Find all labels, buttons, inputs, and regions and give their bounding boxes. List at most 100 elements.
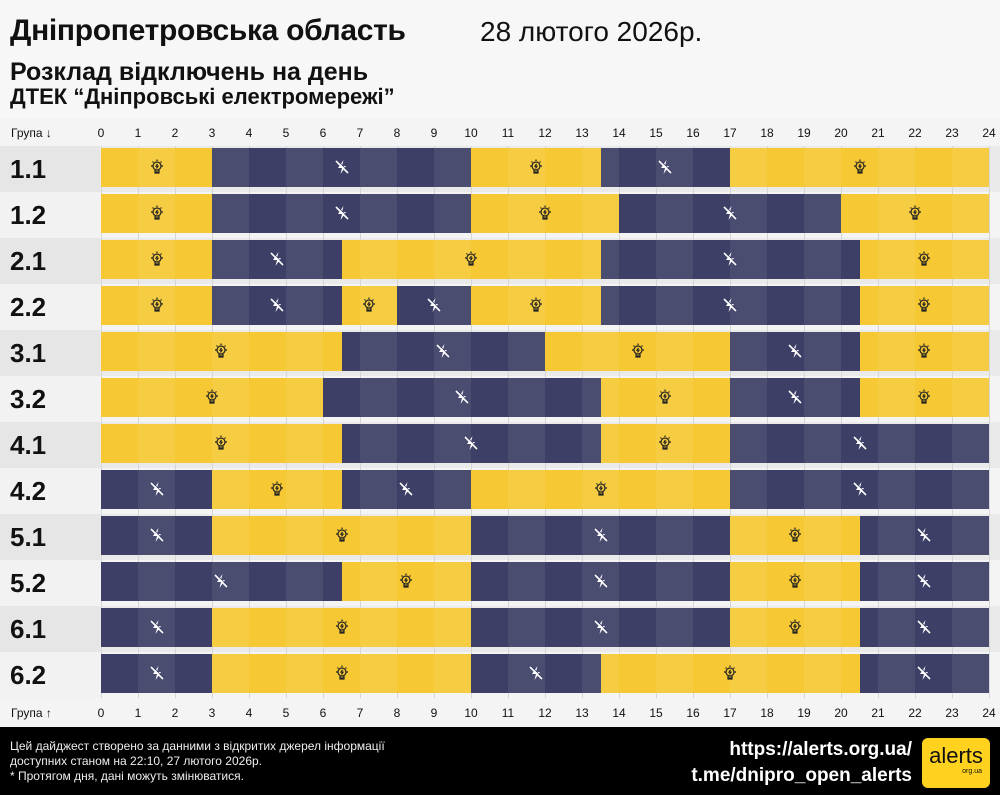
group-label: 3.1 bbox=[0, 330, 100, 376]
tick-label: 16 bbox=[686, 706, 700, 720]
hour-band bbox=[804, 194, 841, 233]
tick-label: 23 bbox=[945, 706, 959, 720]
hour-band bbox=[138, 332, 175, 371]
logo-sub: org.ua bbox=[962, 768, 982, 775]
hour-band bbox=[804, 332, 841, 371]
hour-band bbox=[656, 608, 693, 647]
lightbulb-icon bbox=[333, 526, 351, 544]
telegram-link[interactable]: t.me/dnipro_open_alerts bbox=[691, 765, 912, 786]
note-line: * Протягом дня, дані можуть змінюватися. bbox=[10, 769, 244, 783]
website-link[interactable]: https://alerts.org.ua/ bbox=[729, 739, 912, 760]
no-power-icon bbox=[268, 250, 286, 268]
tick-label: 5 bbox=[282, 706, 290, 720]
tick-label: 16 bbox=[686, 126, 700, 140]
footer-note: Цей дайджест створено за данними з відкр… bbox=[10, 739, 385, 784]
hour-band bbox=[656, 332, 693, 371]
hour-band bbox=[878, 516, 915, 555]
bottom-axis: Група ↑ 0 1 2 3 4 5 6 7 8 9 10 11 12 13 14 15 16 17 18 19 20… bbox=[0, 700, 1000, 726]
hour-band bbox=[582, 240, 619, 279]
hour-band bbox=[582, 332, 619, 371]
region-title: Дніпропетровська область bbox=[10, 14, 406, 47]
hour-band bbox=[730, 470, 767, 509]
hour-band bbox=[434, 148, 471, 187]
group-label: 1.2 bbox=[0, 192, 100, 238]
hour-band bbox=[434, 654, 471, 693]
hour-band bbox=[730, 240, 767, 279]
tick-label: 1 bbox=[134, 126, 142, 140]
group-label: 3.2 bbox=[0, 376, 100, 422]
hour-band bbox=[286, 516, 323, 555]
hour-band bbox=[212, 516, 249, 555]
tick-label: 17 bbox=[723, 706, 737, 720]
hour-band bbox=[878, 194, 915, 233]
hour-band bbox=[286, 148, 323, 187]
no-power-icon bbox=[148, 664, 166, 682]
hour-band bbox=[212, 378, 249, 417]
tick-label: 18 bbox=[760, 706, 774, 720]
gridline bbox=[989, 146, 990, 192]
tick-label: 5 bbox=[282, 126, 290, 140]
tick-label: 10 bbox=[464, 126, 478, 140]
lightbulb-icon bbox=[656, 434, 674, 452]
lightbulb-icon bbox=[203, 388, 221, 406]
hour-band bbox=[212, 240, 249, 279]
tick-label: 0 bbox=[97, 706, 105, 720]
hour-band bbox=[360, 148, 397, 187]
hour-band bbox=[656, 240, 693, 279]
hour-band bbox=[878, 148, 915, 187]
logo-text: alerts bbox=[929, 743, 983, 768]
hour-band bbox=[508, 148, 545, 187]
no-power-icon bbox=[592, 618, 610, 636]
hour-band bbox=[508, 424, 545, 463]
hour-band bbox=[434, 516, 471, 555]
tick-label: 21 bbox=[871, 706, 885, 720]
no-power-icon bbox=[333, 204, 351, 222]
hour-band bbox=[360, 424, 397, 463]
no-power-icon bbox=[721, 296, 739, 314]
tick-label: 7 bbox=[356, 126, 364, 140]
hour-band bbox=[138, 562, 175, 601]
hour-band bbox=[286, 424, 323, 463]
group-row-5.2: 5.2 bbox=[0, 560, 1000, 606]
tick-label: 4 bbox=[245, 126, 253, 140]
hour-band bbox=[730, 148, 767, 187]
lightbulb-icon bbox=[397, 572, 415, 590]
hour-band bbox=[582, 286, 619, 325]
hour-band bbox=[730, 378, 767, 417]
hour-band bbox=[878, 332, 915, 371]
hour-band bbox=[508, 286, 545, 325]
tick-label: 0 bbox=[97, 126, 105, 140]
tick-label: 4 bbox=[245, 706, 253, 720]
hour-band bbox=[286, 608, 323, 647]
tick-label: 22 bbox=[908, 706, 922, 720]
tick-label: 6 bbox=[319, 126, 327, 140]
tick-label: 17 bbox=[723, 126, 737, 140]
tick-label: 19 bbox=[797, 706, 811, 720]
hour-band bbox=[656, 194, 693, 233]
no-power-icon bbox=[721, 250, 739, 268]
hour-band bbox=[434, 470, 471, 509]
no-power-icon bbox=[462, 434, 480, 452]
links: https://alerts.org.ua/ t.me/dnipro_open_… bbox=[691, 737, 912, 789]
tick-label: 19 bbox=[797, 126, 811, 140]
gridline bbox=[989, 560, 990, 606]
hour-band bbox=[360, 516, 397, 555]
hour-band bbox=[434, 286, 471, 325]
hour-band bbox=[804, 378, 841, 417]
hour-band bbox=[952, 378, 989, 417]
group-row-3.1: 3.1 bbox=[0, 330, 1000, 376]
alerts-logo: alerts org.ua bbox=[922, 738, 990, 788]
tick-label: 23 bbox=[945, 126, 959, 140]
hour-band bbox=[878, 286, 915, 325]
hour-band bbox=[878, 378, 915, 417]
lightbulb-icon bbox=[333, 664, 351, 682]
hour-band bbox=[508, 608, 545, 647]
tick-label: 1 bbox=[134, 706, 142, 720]
hour-band bbox=[730, 194, 767, 233]
date: 28 лютого 2026р. bbox=[480, 16, 703, 47]
hour-band bbox=[952, 424, 989, 463]
hour-band bbox=[508, 470, 545, 509]
hour-band bbox=[952, 608, 989, 647]
gridline bbox=[989, 192, 990, 238]
hour-band bbox=[360, 654, 397, 693]
